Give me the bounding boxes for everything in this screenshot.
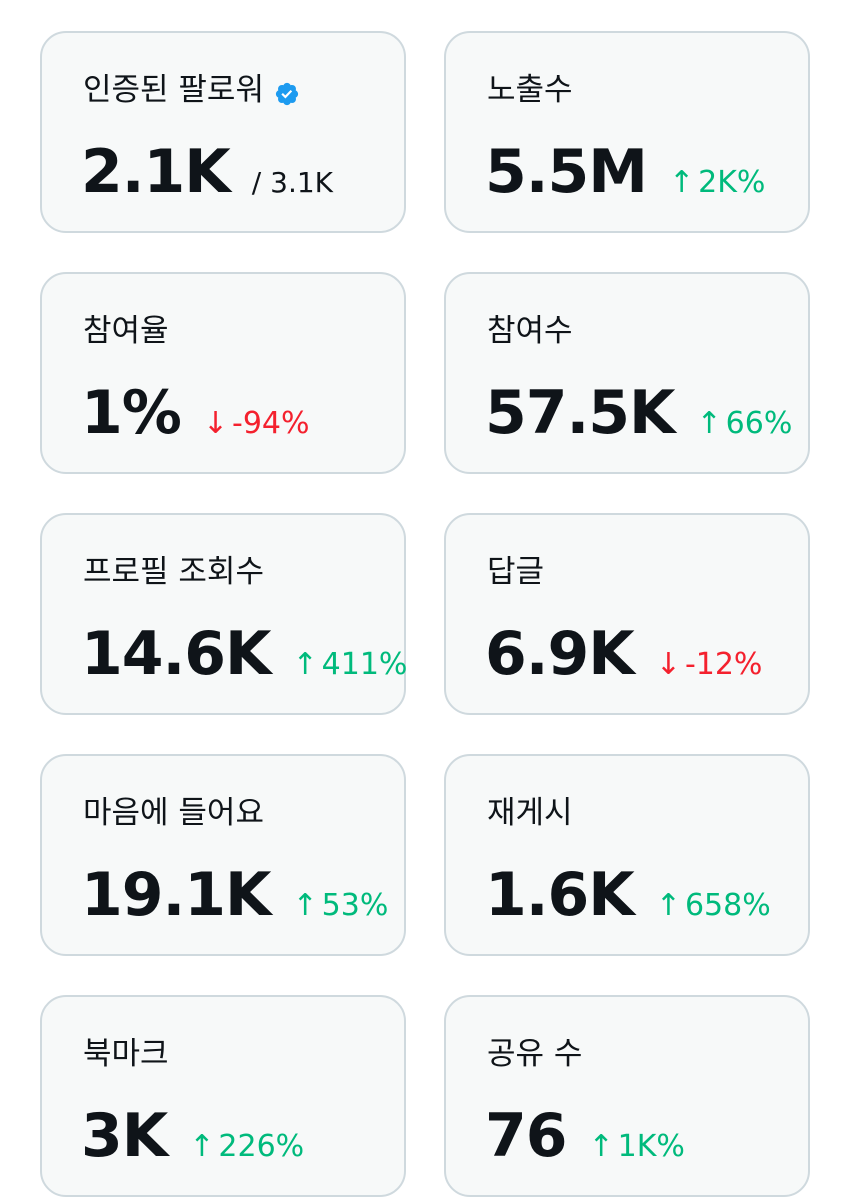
arrow-down-icon: ↓: [202, 406, 229, 441]
metric-value: 57.5K: [485, 378, 676, 448]
metric-label: 재게시: [487, 795, 573, 831]
metric-change: ↑ 411%: [293, 647, 408, 682]
metrics-grid: 인증된 팔로워 2.1K / 3.1K 노출수 5.5M ↑ 2K% 참여율: [40, 31, 810, 1197]
metric-label: 프로필 조회수: [83, 554, 264, 590]
metric-label: 참여율: [83, 313, 169, 349]
metric-label: 인증된 팔로워: [83, 72, 264, 108]
metric-card-likes[interactable]: 마음에 들어요 19.1K ↑ 53%: [40, 754, 406, 956]
metric-value: 14.6K: [81, 619, 272, 689]
metric-value: 19.1K: [81, 860, 272, 930]
metric-change: ↓ -12%: [656, 647, 763, 682]
metric-value-row: 76 ↑ 1K%: [485, 1101, 685, 1171]
metric-value: 1.6K: [485, 860, 635, 930]
arrow-up-icon: ↑: [655, 888, 681, 923]
metric-card-engagement-rate[interactable]: 참여율 1% ↓ -94%: [40, 272, 406, 474]
metric-change: ↑ 1K%: [589, 1129, 685, 1164]
metric-value: 5.5M: [485, 137, 648, 207]
metric-card-profile-visits[interactable]: 프로필 조회수 14.6K ↑ 411%: [40, 513, 407, 715]
metric-label-row: 인증된 팔로워: [83, 70, 300, 110]
verified-badge-icon: [274, 77, 300, 106]
metric-label: 공유 수: [487, 1036, 583, 1072]
metric-change-value: 226%: [218, 1129, 305, 1164]
metric-change: ↓ -94%: [203, 406, 310, 441]
metric-card-reposts[interactable]: 재게시 1.6K ↑ 658%: [444, 754, 810, 956]
metric-change-value: 66%: [725, 406, 793, 441]
metric-change-value: 53%: [321, 888, 389, 923]
arrow-up-icon: ↑: [588, 1129, 614, 1164]
metric-card-replies[interactable]: 답글 6.9K ↓ -12%: [444, 513, 810, 715]
arrow-down-icon: ↓: [655, 647, 681, 682]
arrow-up-icon: ↑: [669, 165, 695, 200]
metric-change-value: 1K%: [617, 1129, 685, 1164]
arrow-up-icon: ↑: [292, 647, 318, 682]
arrow-up-icon: ↑: [189, 1129, 215, 1164]
metric-label: 마음에 들어요: [83, 795, 264, 831]
metric-change: ↑ 66%: [697, 406, 793, 441]
arrow-up-icon: ↑: [696, 406, 722, 441]
metric-label: 북마크: [83, 1036, 169, 1072]
metric-value-row: 19.1K ↑ 53%: [81, 860, 388, 930]
metric-card-impressions[interactable]: 노출수 5.5M ↑ 2K%: [444, 31, 810, 233]
metric-card-bookmarks[interactable]: 북마크 3K ↑ 226%: [40, 995, 406, 1197]
metric-label: 노출수: [487, 72, 573, 108]
metric-value-row: 1.6K ↑ 658%: [485, 860, 771, 930]
metric-card-shares[interactable]: 공유 수 76 ↑ 1K%: [444, 995, 810, 1197]
metric-total: / 3.1K: [251, 166, 334, 199]
metric-card-verified-followers[interactable]: 인증된 팔로워 2.1K / 3.1K: [40, 31, 406, 233]
metric-value: 1%: [81, 378, 182, 448]
metric-value: 3K: [81, 1101, 168, 1171]
metric-change: ↑ 658%: [656, 888, 771, 923]
metric-value-row: 5.5M ↑ 2K%: [485, 137, 765, 207]
metric-value-row: 2.1K / 3.1K: [81, 137, 333, 207]
metric-change-value: 2K%: [698, 165, 766, 200]
metric-label: 참여수: [487, 313, 573, 349]
arrow-up-icon: ↑: [292, 888, 318, 923]
metric-change: ↑ 2K%: [669, 165, 765, 200]
metric-value-row: 6.9K ↓ -12%: [485, 619, 762, 689]
metric-value-row: 57.5K ↑ 66%: [485, 378, 792, 448]
metric-value: 76: [485, 1101, 567, 1171]
metric-card-engagements[interactable]: 참여수 57.5K ↑ 66%: [444, 272, 810, 474]
metric-change: ↑ 53%: [293, 888, 389, 923]
metric-label: 답글: [487, 554, 545, 590]
metric-value: 6.9K: [485, 619, 635, 689]
metric-change-value: 411%: [321, 647, 408, 682]
metric-change-value: 658%: [684, 888, 771, 923]
metric-value-row: 3K ↑ 226%: [81, 1101, 304, 1171]
metric-value-row: 14.6K ↑ 411%: [81, 619, 407, 689]
metric-change-value: -94%: [232, 406, 310, 441]
metric-change: ↑ 226%: [189, 1129, 304, 1164]
metric-change-value: -12%: [684, 647, 763, 682]
metric-value-row: 1% ↓ -94%: [81, 378, 310, 448]
metric-value: 2.1K: [81, 137, 231, 207]
